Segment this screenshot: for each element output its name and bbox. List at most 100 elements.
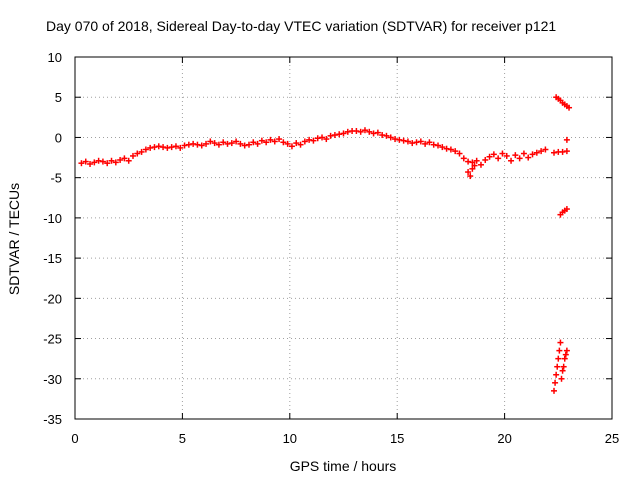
data-point [443,145,450,152]
data-point [357,128,364,135]
data-point [417,138,424,145]
data-point [138,148,145,155]
data-point [465,158,472,165]
data-point [241,142,248,149]
data-point [203,140,210,147]
y-tick-label: -30 [43,372,62,387]
y-tick-label: -25 [43,332,62,347]
data-point [563,136,570,143]
data-point [551,149,558,156]
y-tick-label: 5 [55,90,62,105]
data-point [529,151,536,158]
series-main-trace [78,127,549,168]
data-point [125,157,132,164]
data-point [142,146,149,153]
data-point [409,140,416,147]
data-point [413,139,420,146]
data-point [370,130,377,137]
x-tick-label: 0 [71,431,78,446]
data-point [477,161,484,168]
data-point [503,152,510,159]
data-point [559,367,566,374]
data-point [207,138,214,145]
data-point [323,136,330,143]
data-point [361,127,368,134]
data-point [258,137,265,144]
series-dip-near-18h [465,162,478,180]
data-point [557,339,564,346]
data-point [383,132,390,139]
x-tick-label: 25 [605,431,619,446]
data-point [185,141,192,148]
data-point [525,154,532,161]
data-point [558,375,565,382]
data-point [499,150,506,157]
y-tick-label: 10 [48,50,62,65]
chart-title-text: Day 070 of 2018, Sidereal Day-to-day VTE… [46,18,557,34]
data-point [469,159,476,166]
data-point [553,371,560,378]
data-point [563,347,570,354]
data-point [310,137,317,144]
data-point [456,150,463,157]
data-point [422,140,429,147]
data-point [563,206,570,213]
data-point [147,144,154,151]
data-point [554,363,561,370]
data-point [336,131,343,138]
series-late-segment-deep [551,339,570,394]
data-point [392,136,399,143]
x-tick-label: 15 [390,431,404,446]
data-point [237,140,244,147]
data-point [293,140,300,147]
data-point [245,141,252,148]
data-point [198,142,205,149]
data-point [566,104,573,111]
x-tick-label: 20 [497,431,511,446]
series-late-segment-high [553,94,573,111]
data-point [379,132,386,139]
y-tick-label: -35 [43,412,62,427]
data-point [538,148,545,155]
data-point [542,146,549,153]
data-point [387,134,394,141]
x-tick-labels: 0 5 10 15 20 25 [71,431,619,446]
data-point [160,144,167,151]
data-point [516,155,523,162]
data-point [556,347,563,354]
data-point [486,153,493,160]
data-point [181,142,188,149]
plot-frame [74,56,613,420]
y-tick-label: -10 [43,211,62,226]
series-late-segment-minus9 [557,206,570,218]
data-point [276,136,283,143]
data-point [471,162,478,169]
data-point [194,141,201,148]
series-late-segment-mid [551,148,570,156]
data-point [78,160,85,167]
data-point [112,159,119,166]
data-point [374,129,381,136]
data-point [306,136,313,143]
data-point [559,148,566,155]
data-point [172,143,179,150]
data-point [430,141,437,148]
data-point [215,141,222,148]
data-point [404,138,411,145]
data-point [562,351,569,358]
data-point [551,387,558,394]
series-late-single-point [563,136,570,143]
data-point [314,135,321,142]
data-point [435,142,442,149]
data-point [104,160,111,167]
data-point [220,139,227,146]
data-point [495,155,502,162]
data-point [331,132,338,139]
data-point [353,128,360,135]
data-point [211,140,218,147]
data-point [366,128,373,135]
data-point [426,139,433,146]
data-point [447,146,454,153]
data-point [297,141,304,148]
data-point [267,136,274,143]
